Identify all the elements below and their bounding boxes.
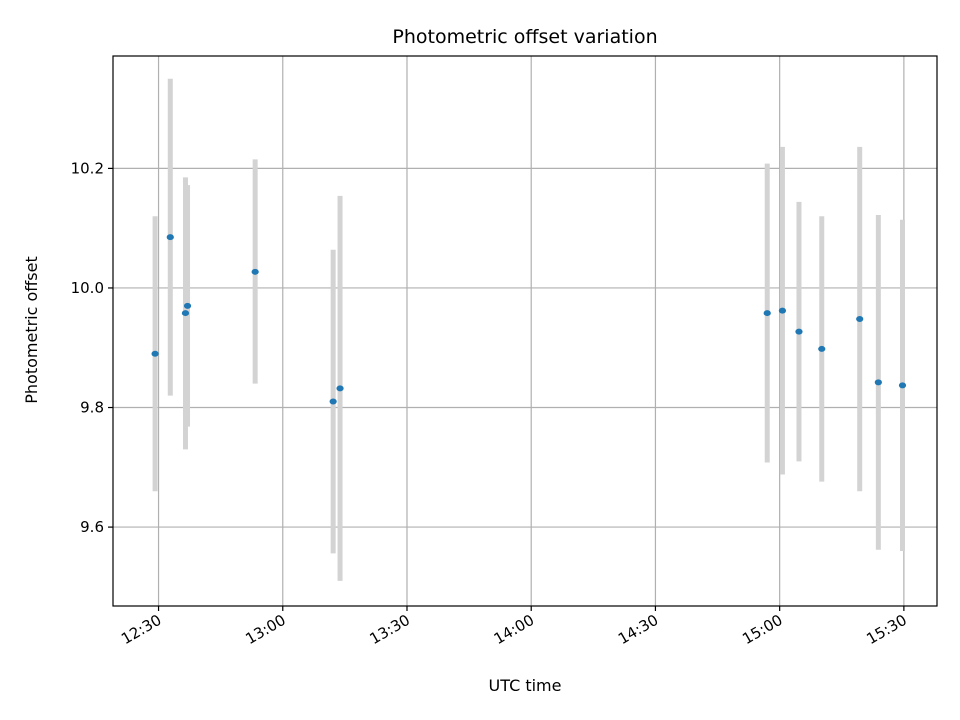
data-point bbox=[166, 234, 174, 241]
y-tick-label: 10.2 bbox=[71, 159, 104, 177]
x-tick-label: 15:00 bbox=[739, 611, 785, 648]
chart-title: Photometric offset variation bbox=[392, 26, 657, 48]
x-tick-label: 15:30 bbox=[863, 611, 909, 648]
y-tick-label: 9.6 bbox=[80, 518, 104, 536]
error-bars bbox=[152, 78, 905, 581]
x-tick-label: 14:30 bbox=[615, 611, 661, 648]
x-axis-label: UTC time bbox=[489, 676, 562, 695]
data-point bbox=[763, 310, 771, 317]
data-point bbox=[856, 316, 864, 323]
data-point bbox=[183, 302, 192, 309]
plot-frame bbox=[112, 55, 938, 607]
x-tick-label: 12:30 bbox=[118, 611, 164, 648]
data-point bbox=[818, 345, 826, 352]
x-tick-label: 13:00 bbox=[242, 611, 288, 648]
data-point bbox=[181, 310, 190, 317]
x-axis-ticks: 12:30 13:00 13:30 14:00 14:30 15:00 15:30 bbox=[118, 606, 910, 648]
data-point bbox=[778, 307, 787, 314]
data-point bbox=[329, 398, 337, 405]
grid bbox=[113, 56, 937, 606]
data-point bbox=[898, 382, 907, 389]
y-tick-label: 9.8 bbox=[80, 399, 104, 417]
data-point bbox=[874, 379, 882, 386]
x-tick-label: 14:00 bbox=[491, 611, 537, 648]
data-point bbox=[795, 328, 803, 335]
y-axis-label: Photometric offset bbox=[22, 256, 41, 404]
data-point bbox=[336, 385, 344, 392]
data-points bbox=[151, 234, 907, 405]
x-tick-label: 13:30 bbox=[367, 611, 413, 648]
y-axis-ticks: 9.6 9.8 10.0 10.2 bbox=[71, 159, 113, 536]
y-tick-label: 10.0 bbox=[71, 279, 104, 297]
data-point bbox=[251, 268, 259, 275]
data-point bbox=[151, 350, 159, 357]
